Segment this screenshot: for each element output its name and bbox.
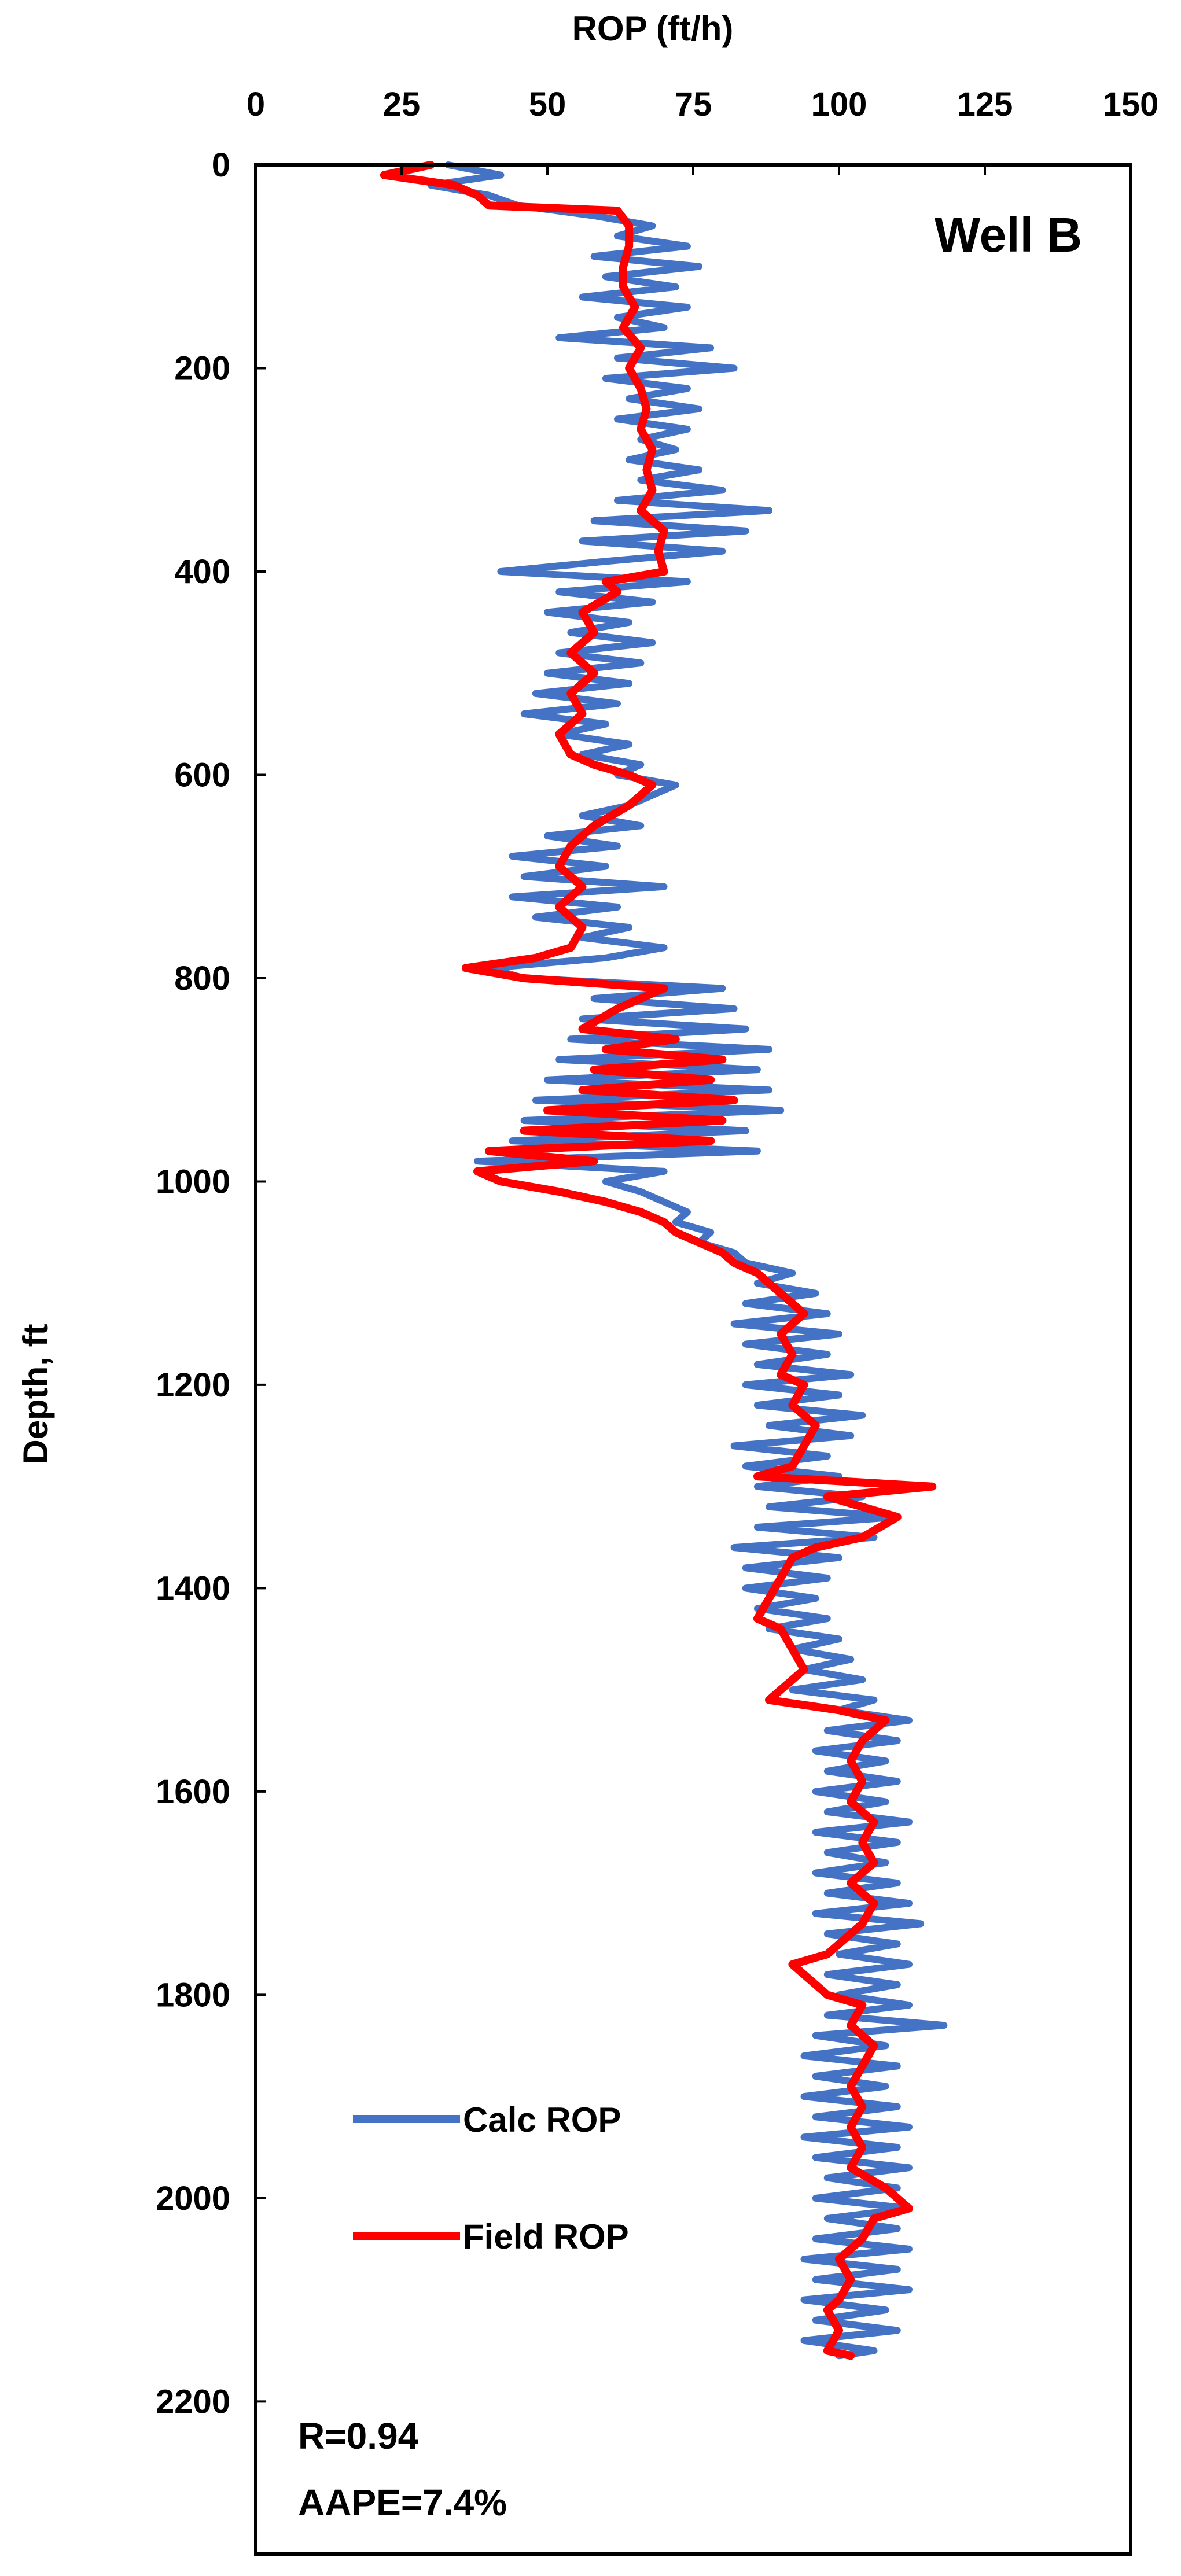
y-tick-label: 1600 xyxy=(156,1773,230,1811)
plot-area-border xyxy=(254,163,1132,2556)
y-tick-label: 2000 xyxy=(156,2180,230,2217)
y-tick-label: 200 xyxy=(174,349,230,387)
x-axis-title: ROP (ft/h) xyxy=(572,9,734,48)
y-axis-title: Depth, ft xyxy=(16,1324,55,1464)
x-tick-label: 50 xyxy=(529,86,566,123)
series-line-field-rop xyxy=(380,161,937,2360)
y-tick-label: 1800 xyxy=(156,1976,230,2014)
y-tick-label: 600 xyxy=(174,756,230,794)
legend-label-calc-rop: Calc ROP xyxy=(463,2100,621,2139)
legend: Calc ROP Field ROP xyxy=(353,2100,629,2256)
x-tick-label: 100 xyxy=(811,86,867,123)
x-tick-label: 25 xyxy=(383,86,421,123)
y-tick-label: 2200 xyxy=(156,2383,230,2420)
y-tick-label: 1400 xyxy=(156,1569,230,1607)
x-tick-label: 75 xyxy=(675,86,712,123)
y-tick-label: 1200 xyxy=(156,1366,230,1404)
y-tick-label: 400 xyxy=(174,553,230,591)
aape-annotation: AAPE=7.4% xyxy=(298,2482,507,2523)
series-layer xyxy=(380,161,948,2360)
y-tick-label: 0 xyxy=(212,146,230,184)
r-annotation: R=0.94 xyxy=(298,2415,419,2457)
y-tick-label: 800 xyxy=(174,960,230,997)
x-tick-label: 0 xyxy=(246,86,265,123)
y-tick-label: 1000 xyxy=(156,1163,230,1200)
well-label: Well B xyxy=(935,208,1082,262)
axis-layer: 0 25 50 75 100 125 150 0 200 400 600 800 1000 1200 140… xyxy=(156,86,1158,2420)
x-tick-label: 125 xyxy=(957,86,1013,123)
legend-label-field-rop: Field ROP xyxy=(463,2217,629,2256)
x-tick-label: 150 xyxy=(1103,86,1159,123)
